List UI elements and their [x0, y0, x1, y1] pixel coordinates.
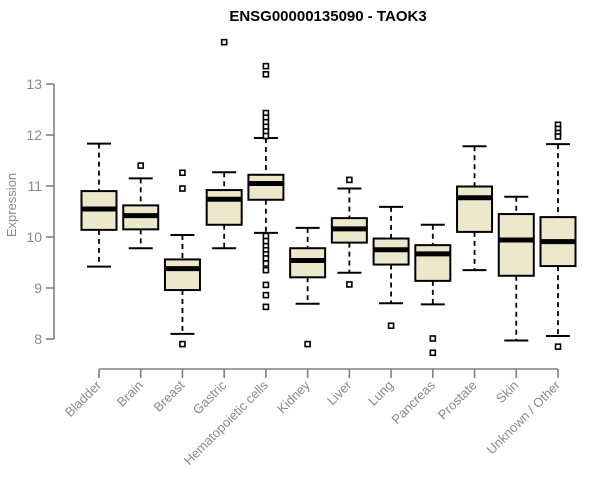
outlier-point [429, 349, 437, 357]
outlier-point [387, 322, 395, 330]
outlier-point [346, 176, 353, 184]
outlier-point [179, 185, 186, 192]
x-category-label-prostate: Prostate [435, 378, 480, 423]
outlier-point [262, 266, 270, 274]
outlier-point [137, 162, 145, 169]
boxplot-lung [372, 205, 410, 330]
boxplot-hematopoietic-cells [247, 62, 285, 311]
x-category-label-brain: Brain [114, 378, 146, 410]
outlier-point [554, 343, 562, 350]
boxplot-breast [163, 169, 201, 348]
box-rect [497, 213, 535, 277]
boxes-group [80, 38, 577, 357]
y-tick-label: 11 [27, 178, 42, 194]
boxplot-gastric [205, 38, 243, 250]
outlier-point [304, 340, 311, 348]
box-rect [456, 185, 494, 233]
boxplot-skin [497, 195, 535, 342]
x-category-label-liver: Liver [324, 377, 355, 408]
outlier-point [429, 335, 437, 342]
x-category-label-bladder: Bladder [62, 377, 105, 420]
box-rect [414, 244, 452, 282]
x-category-label-pancreas: Pancreas [388, 377, 438, 427]
outlier-point [262, 303, 270, 311]
outlier-point [262, 232, 270, 240]
y-tick-label: 10 [26, 229, 42, 245]
outlier-point [179, 169, 186, 177]
outlier-point [262, 255, 270, 262]
box-rect [247, 173, 285, 201]
x-category-label-skin: Skin [493, 378, 521, 406]
outlier-point [179, 340, 186, 348]
boxplot-brain [122, 162, 160, 250]
boxplot-liver [330, 176, 368, 288]
x-category-label-kidney: Kidney [274, 377, 313, 416]
outlier-point [262, 237, 270, 245]
y-axis-label: Expression [4, 173, 19, 237]
outlier-point [262, 291, 270, 299]
outlier-point [346, 281, 353, 288]
outlier-point [262, 62, 270, 70]
outlier-point [262, 281, 270, 289]
chart-title: ENSG00000135090 - TAOK3 [229, 8, 426, 25]
y-tick-label: 8 [34, 331, 42, 347]
outlier-point [262, 132, 270, 140]
x-category-label-breast: Breast [150, 377, 187, 414]
box-rect [205, 189, 243, 226]
boxplot-bladder [80, 142, 118, 268]
x-category-label-gastric: Gastric [190, 377, 230, 417]
y-tick-label: 12 [26, 127, 42, 143]
outlier-point [262, 71, 270, 78]
y-tick-label: 13 [26, 76, 42, 92]
boxplot-prostate [456, 145, 494, 272]
outlier-point [220, 38, 228, 46]
outlier-point [262, 260, 270, 267]
boxplot-pancreas [414, 223, 452, 357]
outlier-point [554, 133, 562, 140]
y-tick-label: 9 [34, 280, 42, 296]
x-category-label-lung: Lung [365, 378, 396, 409]
x-category-label-unknown-other: Unknown / Other [484, 377, 564, 457]
boxplot-kidney [289, 226, 327, 348]
boxplot-unknown-other [539, 121, 577, 350]
box-rect [163, 258, 201, 292]
